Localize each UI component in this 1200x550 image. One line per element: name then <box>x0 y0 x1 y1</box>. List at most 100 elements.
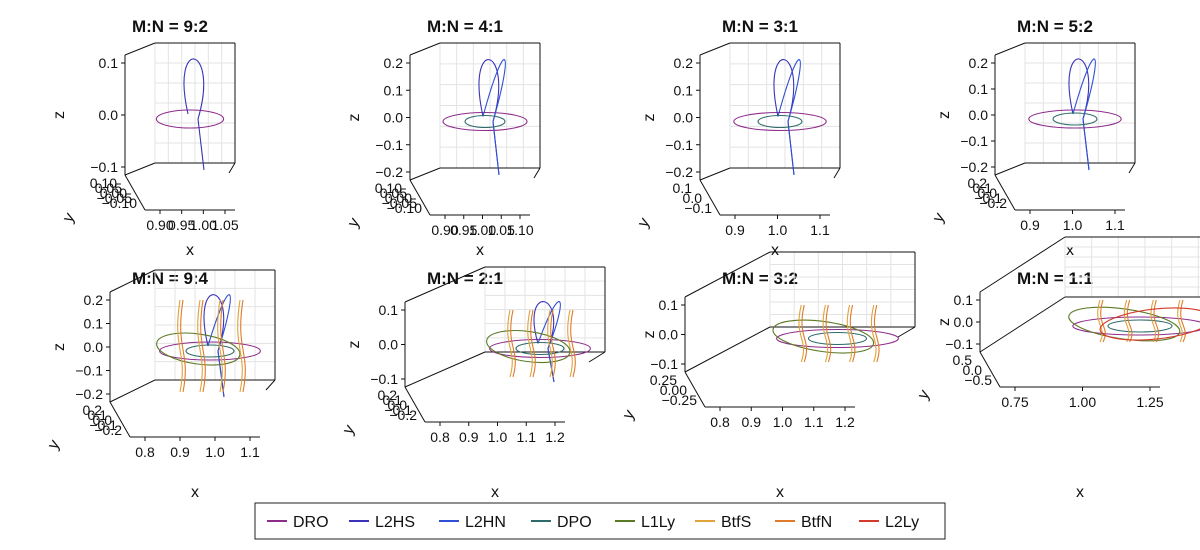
z-tick-label: −0.2 <box>960 159 988 175</box>
axes-box <box>979 236 1200 353</box>
z-tick-label: −0.1 <box>650 356 678 372</box>
x-tick-label: 1.0 <box>488 429 508 445</box>
grid <box>769 251 916 328</box>
x-axis-label: x <box>191 484 199 501</box>
orbit-btfn <box>510 309 576 378</box>
z-tick-label: 0.2 <box>84 292 104 308</box>
x-tick-label: 1.1 <box>240 444 260 460</box>
panel-title: M:N = 9:4 <box>132 269 209 288</box>
orbit-btfn <box>180 299 246 393</box>
y-tick-label: 0.1 <box>973 180 993 196</box>
y-tick-label: 0.00 <box>660 382 687 398</box>
floor-axes <box>979 351 1160 388</box>
floor-axes <box>699 179 830 216</box>
orbits <box>442 59 528 176</box>
y-axis-label: y <box>635 215 654 230</box>
legend-label: L2HN <box>465 514 506 531</box>
z-tick-label: 0.0 <box>659 327 679 343</box>
orbit-l2hs <box>478 59 500 176</box>
orbit-btfs <box>177 299 243 393</box>
panel-title: M:N = 9:2 <box>132 17 208 36</box>
y-tick-label: −0.1 <box>684 200 712 216</box>
y-tick-label: 0.2 <box>968 175 988 191</box>
z-tick-label: −0.1 <box>945 336 973 352</box>
orbit-dpo <box>185 344 235 358</box>
orbit-l2hn <box>1072 58 1096 171</box>
y-tick-label: −0.05 <box>97 190 133 206</box>
orbit-l2hs <box>773 59 795 176</box>
z-tick-label: −0.1 <box>960 133 988 149</box>
orbit-l2hn <box>207 294 231 398</box>
z-tick-label: 0.1 <box>384 82 404 98</box>
x-axis-label: x <box>476 242 484 259</box>
z-tick-label: 0.0 <box>969 107 989 123</box>
z-tick-label: 0.0 <box>99 107 119 123</box>
z-axis-label: z <box>936 318 953 326</box>
orbit-l1ly <box>772 319 875 354</box>
y-tick-label: −0.2 <box>389 407 417 423</box>
axes-box <box>684 251 916 373</box>
x-axis-label: x <box>771 242 779 259</box>
orbit-dro <box>776 328 899 349</box>
x-tick-label: 0.9 <box>742 414 762 430</box>
z-tick-label: 0.1 <box>379 302 399 318</box>
legend-item: BtfS <box>695 514 751 531</box>
y-axis-label: y <box>340 422 359 437</box>
x-tick-label: 1.1 <box>810 222 830 238</box>
y-tick-label: 0.1 <box>383 392 403 408</box>
x-tick-label: 0.95 <box>450 222 477 238</box>
panel-title: M:N = 1:1 <box>1017 269 1093 288</box>
grid <box>1024 42 1136 164</box>
z-tick-label: 0.0 <box>384 110 404 126</box>
axes-box <box>109 269 276 403</box>
orbits <box>1028 58 1122 171</box>
legend-item: L2HS <box>349 514 415 531</box>
x-tick-label: 1.05 <box>488 222 515 238</box>
orbit-l2hn <box>537 301 561 383</box>
grid <box>439 42 541 169</box>
x-tick-label: 0.9 <box>170 444 190 460</box>
y-tick-label: −0.2 <box>94 422 122 438</box>
orbits <box>155 58 225 171</box>
panel-title: M:N = 2:1 <box>427 269 503 288</box>
z-tick-label: 0.1 <box>674 82 694 98</box>
x-tick-label: 1.2 <box>835 414 855 430</box>
orbit-l1ly <box>486 330 571 364</box>
x-tick-label: 0.95 <box>168 217 195 233</box>
floor-axes <box>409 179 530 216</box>
legend-label: L1Ly <box>641 514 675 531</box>
panel-title: M:N = 3:1 <box>722 17 798 36</box>
legend-item: BtfN <box>775 514 832 531</box>
y-tick-label: 0.0 <box>93 412 113 428</box>
x-axis-label: x <box>1076 484 1084 501</box>
z-tick-label: −0.1 <box>90 159 118 175</box>
panels: M:N = 9:20.10.0−0.1z0.900.951.001.050.10… <box>45 17 1200 501</box>
x-tick-label: 1.0 <box>773 414 793 430</box>
orbits <box>733 59 827 176</box>
orbit-dpo <box>1107 319 1173 333</box>
z-axis-label: z <box>936 111 953 119</box>
z-tick-label: 0.1 <box>84 316 104 332</box>
floor-axes <box>124 174 235 211</box>
y-axis-label: y <box>915 387 934 402</box>
legend-label: L2Ly <box>885 514 919 531</box>
legend-item: DRO <box>267 514 329 531</box>
floor-axes <box>109 401 260 438</box>
orbit-l1ly <box>156 332 241 366</box>
orbit-dpo <box>1052 112 1098 126</box>
x-tick-label: 1.2 <box>545 429 565 445</box>
y-tick-label: 0.0 <box>683 190 703 206</box>
x-tick-label: 1.0 <box>768 222 788 238</box>
orbit-btfn <box>801 304 880 363</box>
orbit-dro <box>155 109 225 129</box>
z-tick-label: 0.0 <box>84 339 104 355</box>
orbit-l2hn <box>777 59 801 176</box>
z-axis-label: z <box>51 343 68 351</box>
orbit-btfs <box>507 309 573 378</box>
y-tick-label: −0.10 <box>102 195 138 211</box>
y-tick-label: 0.00 <box>385 190 412 206</box>
x-tick-label: 1.00 <box>469 222 496 238</box>
z-tick-label: 0.1 <box>969 81 989 97</box>
z-axis-label: z <box>641 331 658 339</box>
